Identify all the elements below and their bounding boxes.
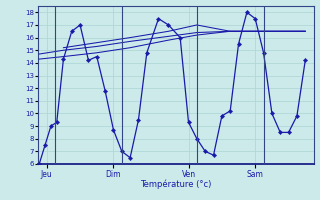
X-axis label: Température (°c): Température (°c)	[140, 180, 212, 189]
